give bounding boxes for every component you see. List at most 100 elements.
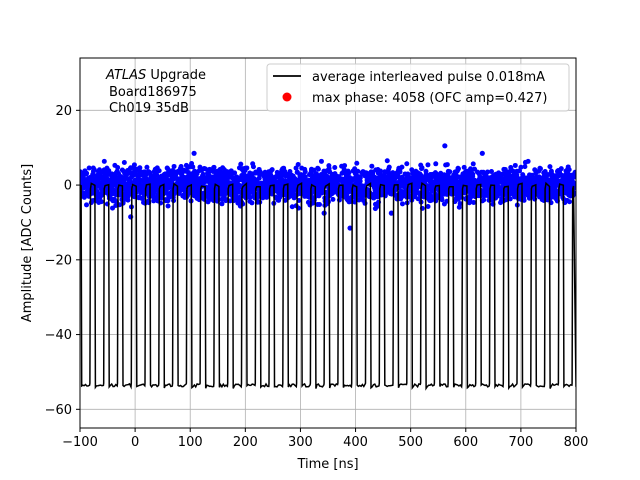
blue-sample-point [165, 203, 171, 209]
x-tick-label: 600 [453, 435, 478, 450]
blue-sample-point [404, 161, 410, 167]
x-tick-label: 400 [343, 435, 368, 450]
blue-sample-point [399, 201, 405, 207]
blue-sample-point [249, 200, 255, 206]
blue-sample-point [317, 202, 323, 208]
blue-sample-point [521, 197, 527, 203]
blue-sample-point [532, 167, 538, 173]
blue-sample-point [357, 175, 363, 181]
blue-sample-point [471, 199, 477, 205]
x-axis-ticks: −100 0 100 200 300 400 500 600 700 800 [62, 428, 588, 450]
blue-sample-point [84, 202, 90, 208]
x-tick-label: 0 [131, 435, 139, 450]
blue-sample-point [425, 203, 431, 209]
blue-sample-point [362, 200, 368, 206]
blue-sample-point [131, 162, 137, 168]
y-tick-label: 0 [64, 179, 72, 194]
blue-sample-point [315, 166, 321, 172]
blue-sample-point [419, 165, 425, 171]
blue-sample-point [171, 163, 177, 169]
y-tick-label: −40 [45, 328, 72, 343]
x-tick-label: 700 [508, 435, 533, 450]
x-tick-label: 100 [178, 435, 203, 450]
blue-sample-point [101, 158, 107, 164]
y-tick-label: −60 [45, 403, 72, 418]
blue-sample-point [522, 164, 528, 170]
blue-sample-point [525, 158, 531, 164]
x-tick-label: 300 [288, 435, 313, 450]
axes-frame [79, 57, 577, 429]
legend-entry-average-pulse: average interleaved pulse 0.018mA [312, 70, 545, 85]
blue-sample-point [518, 164, 524, 170]
blue-sample-point [98, 199, 104, 205]
blue-sample-point [84, 170, 90, 176]
annotation-channel: Ch019 35dB [109, 101, 189, 116]
blue-outlier-point [388, 210, 394, 216]
blue-sample-point [190, 164, 196, 170]
blue-sample-point [485, 169, 491, 175]
blue-sample-point [397, 169, 403, 175]
experiment-annotation: ATLAS Upgrade Board186975 Ch019 35dB [105, 68, 206, 116]
blue-sample-point [386, 164, 392, 170]
blue-sample-point [369, 163, 375, 169]
upgrade-label: Upgrade [146, 68, 206, 83]
blue-sample-point [566, 167, 572, 173]
x-tick-label: −100 [62, 435, 98, 450]
y-tick-label: −20 [45, 253, 72, 268]
blue-sample-point [399, 164, 405, 170]
blue-sample-point [425, 162, 431, 168]
x-tick-label: 200 [233, 435, 258, 450]
atlas-label: ATLAS [105, 68, 146, 83]
legend-red-dot-swatch [282, 92, 292, 102]
blue-sample-point [302, 169, 308, 175]
blue-sample-point [507, 196, 513, 202]
blue-outlier-point [442, 143, 448, 149]
blue-sample-point [121, 160, 127, 166]
blue-sample-point [470, 161, 476, 167]
blue-sample-point [86, 165, 92, 171]
average-pulse-line [80, 181, 576, 391]
blue-sample-point [318, 158, 324, 164]
blue-sample-point [289, 204, 295, 210]
x-tick-label: 800 [564, 435, 589, 450]
blue-sample-point [219, 201, 225, 207]
blue-sample-point [457, 201, 463, 207]
x-tick-label: 500 [398, 435, 423, 450]
blue-sample-point [558, 166, 564, 172]
y-tick-label: 20 [55, 104, 72, 119]
legend-entry-max-phase: max phase: 4058 (OFC amp=0.427) [312, 91, 547, 106]
blue-sample-point [455, 166, 461, 172]
blue-outlier-point [479, 150, 485, 156]
blue-sample-point [355, 168, 361, 174]
blue-sample-point [250, 164, 256, 170]
legend: average interleaved pulse 0.018mA max ph… [266, 63, 570, 112]
blue-sample-point [512, 162, 518, 168]
blue-sample-point [287, 169, 293, 175]
blue-sample-point [238, 161, 244, 167]
blue-sample-point [573, 172, 576, 178]
blue-sample-point [232, 170, 238, 176]
blue-sample-point [137, 165, 143, 171]
blue-outlier-point [347, 225, 353, 231]
blue-sample-point [295, 162, 301, 168]
blue-sample-point [144, 164, 150, 170]
blue-sample-point [332, 165, 338, 171]
blue-sample-point [461, 164, 467, 170]
blue-sample-point [375, 203, 381, 209]
blue-sample-point [240, 201, 246, 207]
blue-sample-points [80, 143, 576, 231]
blue-sample-point [330, 196, 336, 202]
blue-sample-point [106, 168, 112, 174]
plot-area [80, 143, 576, 391]
blue-sample-point [113, 202, 119, 208]
legend-box [266, 63, 570, 112]
blue-sample-point [447, 169, 453, 175]
blue-sample-point [253, 170, 259, 176]
blue-sample-point [206, 173, 212, 179]
blue-sample-point [377, 168, 383, 174]
blue-sample-point [269, 167, 275, 173]
blue-sample-point [211, 164, 217, 170]
blue-sample-point [444, 162, 450, 168]
blue-outlier-point [191, 150, 197, 156]
blue-sample-point [170, 176, 176, 182]
